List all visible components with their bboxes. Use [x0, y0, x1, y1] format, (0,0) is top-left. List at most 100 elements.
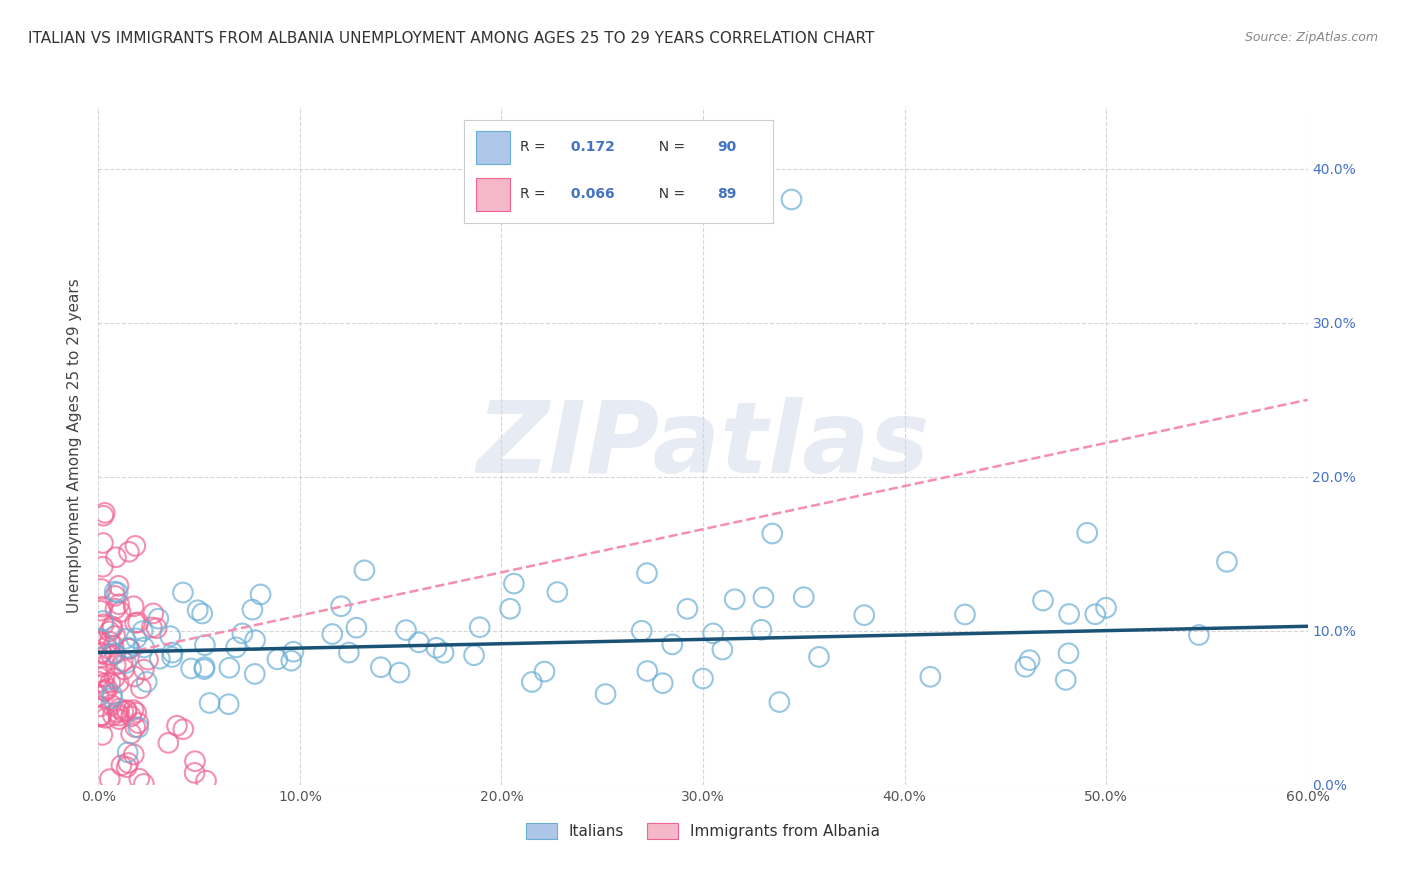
Point	[595, 687, 617, 701]
Point	[280, 654, 302, 668]
Point	[711, 642, 734, 657]
Point	[546, 585, 568, 599]
Point	[162, 646, 184, 660]
Point	[395, 623, 418, 637]
Point	[218, 661, 240, 675]
Point	[193, 662, 215, 676]
Point	[191, 607, 214, 621]
Point	[128, 772, 150, 786]
Point	[90, 647, 112, 661]
Point	[112, 705, 135, 719]
Point	[702, 626, 724, 640]
Point	[321, 627, 343, 641]
Point	[242, 602, 264, 616]
Point	[96, 640, 118, 654]
Point	[104, 584, 127, 599]
Point	[468, 620, 491, 634]
Point	[661, 637, 683, 651]
Point	[1018, 653, 1040, 667]
Point	[807, 649, 830, 664]
Point	[1084, 607, 1107, 622]
Point	[110, 758, 132, 772]
Point	[89, 604, 111, 618]
Point	[100, 648, 122, 663]
Point	[108, 708, 131, 723]
Point	[94, 506, 117, 520]
Point	[90, 582, 112, 596]
Point	[184, 754, 207, 768]
Point	[463, 648, 485, 663]
Point	[91, 559, 114, 574]
Point	[193, 660, 215, 674]
Point	[1095, 600, 1118, 615]
Point	[676, 602, 699, 616]
Text: 89: 89	[717, 187, 737, 202]
Point	[1032, 593, 1054, 607]
Point	[89, 632, 111, 646]
Point	[118, 641, 141, 656]
Point	[266, 652, 288, 666]
Point	[337, 646, 360, 660]
Point	[98, 675, 121, 690]
Point	[127, 716, 149, 731]
Point	[101, 619, 124, 633]
Point	[107, 585, 129, 599]
Point	[93, 508, 115, 523]
Text: N =: N =	[650, 140, 689, 154]
Point	[115, 703, 138, 717]
Point	[89, 699, 111, 714]
Point	[111, 655, 134, 669]
Point	[172, 585, 194, 599]
Point	[117, 745, 139, 759]
Point	[101, 691, 124, 706]
Point	[127, 615, 149, 630]
Point	[118, 641, 141, 656]
Point	[1014, 660, 1036, 674]
Point	[132, 777, 155, 791]
Point	[243, 667, 266, 681]
Point	[118, 545, 141, 559]
Point	[180, 661, 202, 675]
Point	[93, 669, 115, 683]
Point	[103, 639, 125, 653]
Point	[100, 698, 122, 712]
Text: ITALIAN VS IMMIGRANTS FROM ALBANIA UNEMPLOYMENT AMONG AGES 25 TO 29 YEARS CORREL: ITALIAN VS IMMIGRANTS FROM ALBANIA UNEMP…	[28, 31, 875, 46]
Bar	[477, 130, 510, 163]
Point	[120, 709, 142, 723]
Point	[104, 589, 127, 603]
Point	[101, 708, 124, 723]
Point	[90, 645, 112, 659]
Point	[91, 599, 114, 614]
Point	[1057, 607, 1080, 621]
Text: N =: N =	[650, 187, 689, 202]
Point	[724, 592, 747, 607]
Point	[122, 703, 145, 717]
Text: Source: ZipAtlas.com: Source: ZipAtlas.com	[1244, 31, 1378, 45]
Point	[225, 640, 247, 655]
Point	[141, 620, 163, 634]
Point	[780, 193, 803, 207]
Point	[107, 579, 129, 593]
Point	[408, 635, 430, 649]
Point	[425, 640, 447, 655]
Point	[692, 672, 714, 686]
Point	[283, 645, 305, 659]
Point	[110, 605, 132, 619]
Point	[91, 728, 114, 742]
Point	[117, 640, 139, 655]
Point	[87, 689, 110, 703]
Point	[183, 765, 205, 780]
Point	[752, 591, 775, 605]
Text: 0.066: 0.066	[567, 187, 614, 202]
Point	[124, 615, 146, 630]
Point	[104, 647, 127, 661]
Point	[166, 719, 188, 733]
Point	[136, 652, 159, 666]
Point	[1076, 525, 1098, 540]
Point	[89, 710, 111, 724]
Point	[432, 646, 454, 660]
Point	[953, 607, 976, 622]
Point	[1216, 555, 1239, 569]
Point	[129, 681, 152, 696]
Point	[249, 587, 271, 601]
